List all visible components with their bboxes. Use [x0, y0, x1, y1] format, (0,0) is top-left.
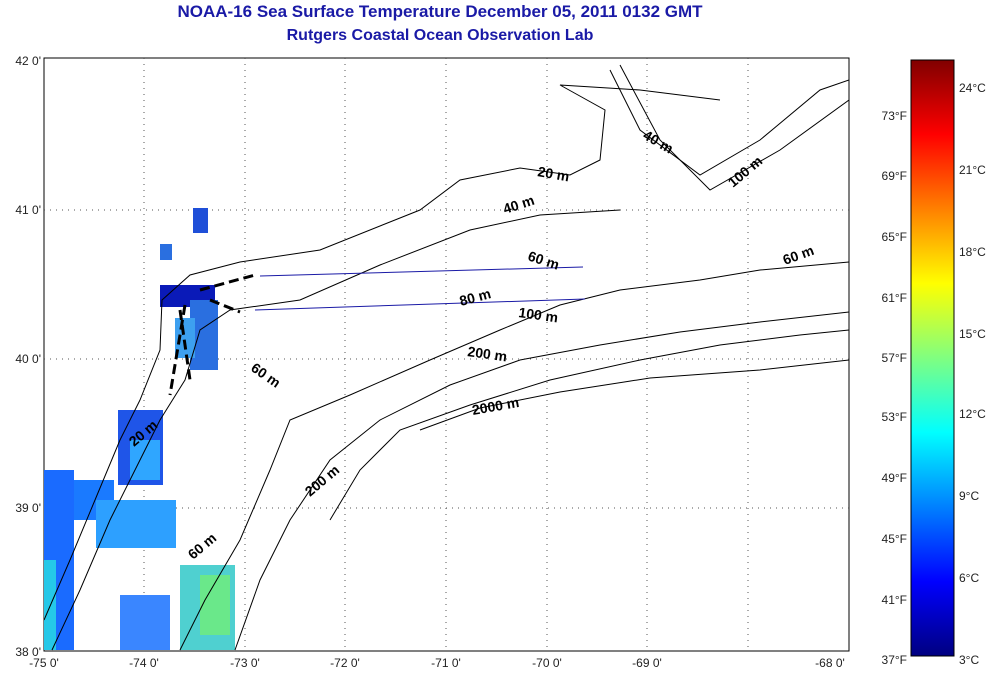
latitude-ticks: 42 0' 41 0' 40 0' 39 0' 38 0'	[15, 54, 41, 659]
map-title: NOAA-16 Sea Surface Temperature December…	[177, 2, 703, 21]
sst-data-pixels	[44, 208, 235, 650]
fahrenheit-label: 45°F	[882, 532, 907, 546]
map-subtitle: Rutgers Coastal Ocean Observation Lab	[286, 27, 594, 44]
lat-tick-label: 42 0'	[15, 54, 41, 68]
colorbar-gradient	[910, 59, 955, 657]
celsius-label: 24°C	[959, 81, 986, 95]
contour-label: 20 m	[536, 163, 570, 184]
lat-tick-label: 38 0'	[15, 645, 41, 659]
contour-label: 100 m	[518, 304, 560, 325]
lon-tick-label: -73 0'	[230, 656, 260, 670]
lon-tick-label: -72 0'	[330, 656, 360, 670]
celsius-label: 15°C	[959, 327, 986, 341]
colorbar-celsius-labels: 24°C 21°C 18°C 15°C 12°C 9°C 6°C 3°C	[959, 81, 986, 667]
fahrenheit-label: 61°F	[882, 291, 907, 305]
graticule	[44, 58, 849, 651]
fahrenheit-label: 53°F	[882, 410, 907, 424]
celsius-label: 3°C	[959, 653, 979, 667]
contour-label: 200 m	[467, 343, 509, 364]
fahrenheit-label: 41°F	[882, 593, 907, 607]
lon-tick-label: -74 0'	[129, 656, 159, 670]
celsius-label: 21°C	[959, 163, 986, 177]
fahrenheit-label: 73°F	[882, 109, 907, 123]
celsius-label: 6°C	[959, 571, 979, 585]
colorbar-fahrenheit-labels: 73°F 69°F 65°F 61°F 57°F 53°F 49°F 45°F …	[882, 109, 907, 667]
fahrenheit-label: 49°F	[882, 471, 907, 485]
lon-tick-label: -75 0'	[29, 656, 59, 670]
fahrenheit-label: 65°F	[882, 230, 907, 244]
celsius-label: 9°C	[959, 489, 979, 503]
lon-tick-label: -68 0'	[815, 656, 845, 670]
contour-label: 80 m	[458, 285, 493, 309]
lat-tick-label: 39 0'	[15, 501, 41, 515]
dashed-fronts	[168, 273, 256, 396]
celsius-label: 12°C	[959, 407, 986, 421]
fahrenheit-label: 69°F	[882, 169, 907, 183]
fahrenheit-label: 57°F	[882, 351, 907, 365]
fahrenheit-label: 37°F	[882, 653, 907, 667]
longitude-ticks: -75 0' -74 0' -73 0' -72 0' -71 0' -70 0…	[29, 656, 845, 670]
lon-tick-label: -69 0'	[632, 656, 662, 670]
colorbar: 73°F 69°F 65°F 61°F 57°F 53°F 49°F 45°F …	[882, 59, 986, 667]
coastline-and-isobaths	[44, 64, 849, 651]
lat-tick-label: 40 0'	[15, 352, 41, 366]
lon-tick-label: -70 0'	[532, 656, 562, 670]
lon-tick-label: -71 0'	[431, 656, 461, 670]
celsius-label: 18°C	[959, 245, 986, 259]
lat-tick-label: 41 0'	[15, 203, 41, 217]
transect-lines	[254, 266, 586, 311]
